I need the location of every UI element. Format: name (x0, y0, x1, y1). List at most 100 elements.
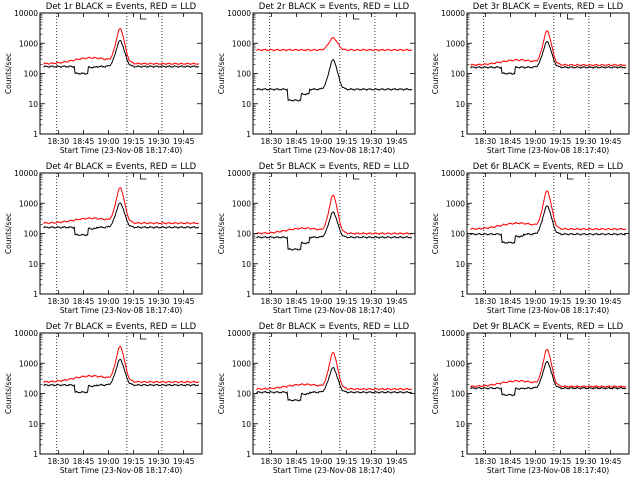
panel-title: Det 1r BLACK = Events, RED = LLD (46, 2, 197, 12)
x-tick-label: 19:15 (336, 297, 358, 306)
legend-marker (353, 334, 360, 340)
x-axis-label: Start Time (23-Nov-08 18:17:40) (273, 466, 395, 475)
y-tick-label: 1 (246, 450, 251, 459)
x-tick-label: 18:45 (73, 137, 95, 146)
x-tick-label: 19:45 (173, 457, 195, 466)
lld-series-line (43, 27, 200, 66)
legend-marker (567, 174, 574, 180)
y-tick-label: 10000 (227, 329, 251, 338)
y-tick-label: 100 (451, 390, 466, 399)
x-axis-label: Start Time (23-Nov-08 18:17:40) (60, 466, 182, 475)
y-tick-label: 1 (460, 290, 465, 299)
x-tick-label: 18:45 (500, 457, 522, 466)
panel-2: Det 2r BLACK = Events, RED = LLD 1 10 100 10… (217, 2, 416, 155)
x-axis-label: Start Time (23-Nov-08 18:17:40) (487, 146, 609, 155)
panel-title: Det 9r BLACK = Events, RED = LLD (473, 322, 624, 332)
x-tick-label: 19:30 (575, 457, 597, 466)
panel-title: Det 6r BLACK = Events, RED = LLD (473, 162, 624, 172)
y-tick-label: 1 (460, 450, 465, 459)
y-tick-label: 10000 (441, 9, 465, 18)
x-tick-label: 19:15 (550, 137, 572, 146)
events-series-line (43, 202, 200, 237)
x-tick-label: 19:00 (98, 297, 120, 306)
events-series-line (43, 358, 200, 394)
x-tick-label: 19:15 (550, 457, 572, 466)
y-tick-label: 1 (33, 450, 38, 459)
y-axis-label: Counts/sec (4, 53, 13, 94)
y-tick-label: 1 (246, 130, 251, 139)
x-tick-label: 19:00 (311, 297, 333, 306)
x-tick-label: 19:45 (173, 297, 195, 306)
y-tick-label: 10000 (14, 9, 38, 18)
y-tick-label: 100 (451, 230, 466, 239)
y-axis-label: Counts/sec (217, 213, 226, 254)
lld-series-line (43, 186, 200, 225)
y-tick-label: 10 (241, 420, 251, 429)
y-tick-label: 1000 (19, 359, 38, 368)
events-series-line (43, 39, 200, 75)
legend-marker (567, 14, 574, 20)
y-tick-label: 100 (237, 230, 252, 239)
x-tick-label: 19:00 (98, 457, 120, 466)
y-tick-label: 10 (455, 420, 465, 429)
lld-series-line (256, 194, 413, 236)
x-tick-label: 19:15 (550, 297, 572, 306)
lld-series-line (470, 190, 627, 231)
events-series-line (470, 361, 627, 397)
y-tick-label: 10000 (227, 169, 251, 178)
x-tick-label: 19:15 (123, 137, 145, 146)
x-tick-label: 19:00 (525, 457, 547, 466)
x-tick-label: 19:45 (600, 137, 622, 146)
y-tick-label: 10000 (441, 329, 465, 338)
x-tick-label: 19:00 (525, 137, 547, 146)
x-tick-label: 19:45 (386, 137, 408, 146)
lld-series-line (256, 37, 413, 52)
y-tick-label: 100 (24, 390, 39, 399)
x-tick-label: 19:15 (336, 137, 358, 146)
x-tick-label: 18:30 (475, 137, 497, 146)
x-tick-label: 19:00 (525, 297, 547, 306)
x-tick-label: 19:45 (386, 457, 408, 466)
plot-frame (39, 12, 203, 135)
x-tick-label: 19:30 (361, 457, 383, 466)
events-series-line (256, 58, 413, 102)
x-tick-label: 19:00 (311, 137, 333, 146)
y-tick-label: 10000 (227, 9, 251, 18)
legend-marker (140, 174, 147, 180)
y-tick-label: 100 (24, 70, 39, 79)
lld-series-line (470, 348, 627, 389)
plot-frame (39, 172, 203, 295)
lld-series-line (470, 30, 627, 67)
y-tick-label: 1000 (232, 199, 251, 208)
x-tick-label: 18:30 (261, 297, 283, 306)
panel-7: Det 7r BLACK = Events, RED = LLD 1 10 100 10… (4, 322, 203, 475)
panel-8: Det 8r BLACK = Events, RED = LLD 1 10 100 10… (217, 322, 416, 475)
x-tick-label: 18:30 (261, 137, 283, 146)
y-tick-label: 10 (241, 260, 251, 269)
y-axis-label: Counts/sec (431, 373, 440, 414)
x-tick-label: 19:15 (336, 457, 358, 466)
x-tick-label: 19:30 (575, 137, 597, 146)
panel-title: Det 2r BLACK = Events, RED = LLD (259, 2, 410, 12)
y-axis-label: Counts/sec (4, 213, 13, 254)
panel-6: Det 6r BLACK = Events, RED = LLD 1 10 100 10… (431, 162, 630, 315)
x-tick-label: 18:45 (500, 137, 522, 146)
y-tick-label: 100 (451, 70, 466, 79)
x-axis-label: Start Time (23-Nov-08 18:17:40) (487, 306, 609, 315)
y-tick-label: 1 (33, 290, 38, 299)
y-tick-label: 10 (28, 420, 38, 429)
x-tick-label: 19:30 (148, 297, 170, 306)
y-axis-label: Counts/sec (217, 373, 226, 414)
y-tick-label: 100 (24, 230, 39, 239)
x-tick-label: 19:30 (148, 457, 170, 466)
y-tick-label: 10000 (14, 329, 38, 338)
panel-title: Det 3r BLACK = Events, RED = LLD (473, 2, 624, 12)
y-axis-label: Counts/sec (4, 373, 13, 414)
y-tick-label: 1000 (446, 39, 465, 48)
plot-frame (252, 12, 416, 135)
x-tick-label: 18:45 (286, 297, 308, 306)
y-tick-label: 100 (237, 70, 252, 79)
y-tick-label: 10 (28, 260, 38, 269)
y-tick-label: 100 (237, 390, 252, 399)
